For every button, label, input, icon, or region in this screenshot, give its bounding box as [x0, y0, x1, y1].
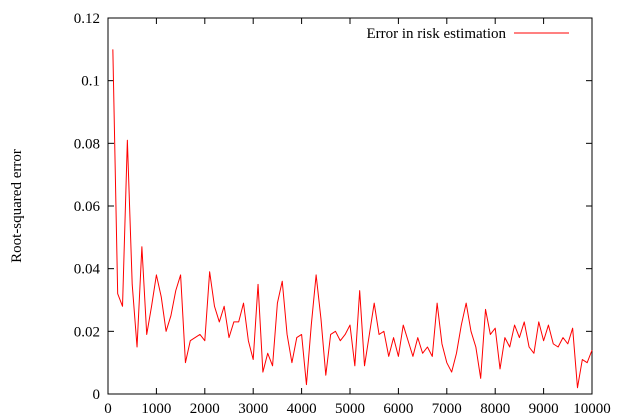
y-tick-label: 0.04: [74, 262, 101, 278]
axis-ticks: [107, 17, 593, 395]
series-layer: [112, 49, 593, 389]
y-tick-label: 0.1: [81, 74, 100, 90]
y-tick-label: 0.02: [74, 324, 100, 340]
y-tick-label: 0.08: [74, 136, 100, 152]
y-axis-title: Root-squared error: [9, 149, 25, 263]
x-tick-label: 7000: [432, 401, 462, 417]
tick-labels: 0 1000 2000 3000 4000 5000 6000 7000 8000 9000 100…: [74, 11, 611, 417]
y-tick-label: 0.12: [74, 11, 100, 27]
x-tick-label: 6000: [383, 401, 413, 417]
y-tick-label: 0: [93, 387, 101, 403]
x-tick-label: 5000: [335, 401, 365, 417]
x-tick-label: 8000: [480, 401, 510, 417]
x-tick-label: 1000: [141, 401, 171, 417]
x-tick-label: 9000: [529, 401, 559, 417]
legend: Error in risk estimation: [366, 26, 569, 42]
series-line: [112, 49, 593, 389]
x-tick-label: 4000: [287, 401, 317, 417]
x-tick-label: 0: [104, 401, 112, 417]
x-tick-label: 3000: [238, 401, 268, 417]
x-tick-label: 2000: [190, 401, 220, 417]
x-tick-label: 10000: [573, 401, 611, 417]
legend-label: Error in risk estimation: [366, 26, 506, 42]
y-tick-label: 0.06: [74, 199, 101, 215]
